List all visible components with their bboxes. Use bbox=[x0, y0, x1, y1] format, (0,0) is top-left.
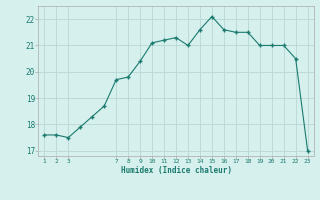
X-axis label: Humidex (Indice chaleur): Humidex (Indice chaleur) bbox=[121, 166, 231, 175]
